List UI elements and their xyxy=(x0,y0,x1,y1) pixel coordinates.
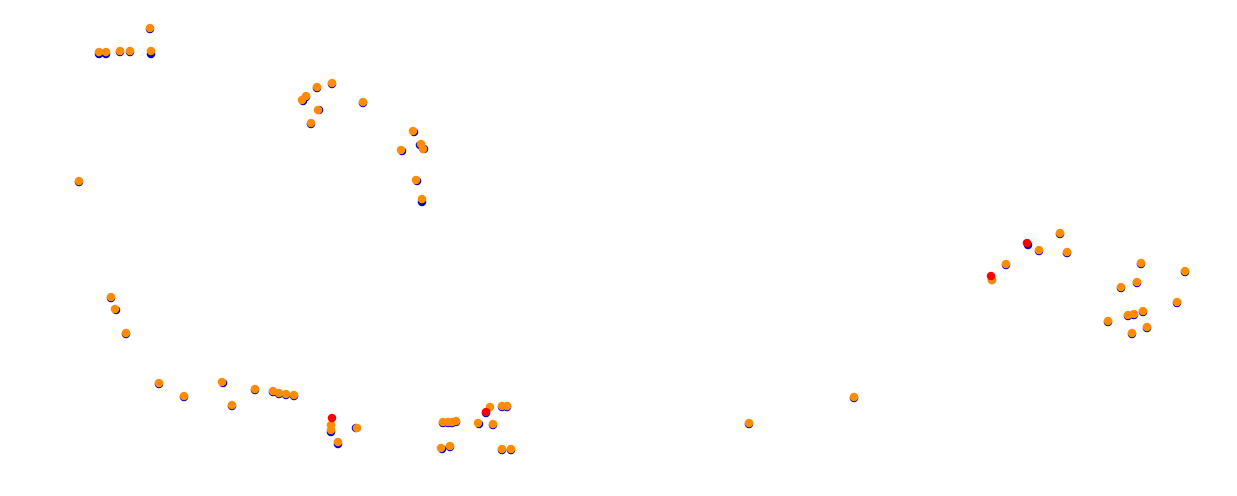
point-orange-25 xyxy=(217,377,227,387)
point-orange-61 xyxy=(1129,309,1139,319)
point-orange-10 xyxy=(327,78,337,88)
point-orange-64 xyxy=(1142,322,1152,332)
point-orange-1 xyxy=(94,47,104,57)
point-orange-12 xyxy=(306,118,316,128)
point-orange-43 xyxy=(488,419,498,429)
point-orange-13 xyxy=(358,97,368,107)
point-orange-3 xyxy=(115,46,125,56)
point-orange-19 xyxy=(417,194,427,204)
point-orange-31 xyxy=(289,390,299,400)
point-orange-2 xyxy=(101,47,111,57)
point-orange-55 xyxy=(1062,247,1072,257)
point-orange-5 xyxy=(146,46,156,56)
point-orange-39 xyxy=(451,416,461,426)
point-orange-54 xyxy=(1055,228,1065,238)
point-orange-56 xyxy=(1136,258,1146,268)
point-orange-9 xyxy=(312,82,322,92)
point-orange-40 xyxy=(436,443,446,453)
point-orange-11 xyxy=(313,105,323,115)
point-orange-52 xyxy=(1001,259,1011,269)
point-orange-57 xyxy=(1116,282,1126,292)
point-red-1 xyxy=(481,407,491,417)
point-orange-65 xyxy=(1172,297,1182,307)
point-red-2 xyxy=(1022,238,1032,248)
point-orange-34 xyxy=(333,437,343,447)
point-orange-59 xyxy=(1103,316,1113,326)
point-orange-30 xyxy=(281,389,291,399)
point-orange-53 xyxy=(1034,245,1044,255)
point-orange-41 xyxy=(445,441,455,451)
point-orange-6 xyxy=(74,176,84,186)
scatter-marks xyxy=(74,23,1190,455)
point-orange-18 xyxy=(411,175,421,185)
point-orange-14 xyxy=(408,126,418,136)
point-orange-23 xyxy=(154,378,164,388)
point-orange-49 xyxy=(744,418,754,428)
point-orange-66 xyxy=(1180,266,1190,276)
point-orange-15 xyxy=(396,145,406,155)
point-red-3 xyxy=(986,271,996,281)
point-orange-21 xyxy=(110,304,120,314)
point-orange-42 xyxy=(473,418,483,428)
point-orange-35 xyxy=(352,423,362,433)
point-orange-62 xyxy=(1138,306,1148,316)
point-orange-8 xyxy=(301,91,311,101)
point-orange-58 xyxy=(1132,277,1142,287)
point-orange-24 xyxy=(179,391,189,401)
point-orange-17 xyxy=(418,144,428,154)
point-orange-48 xyxy=(506,444,516,454)
point-orange-22 xyxy=(121,328,131,338)
point-orange-26 xyxy=(227,400,237,410)
point-orange-20 xyxy=(106,292,116,302)
point-orange-63 xyxy=(1127,328,1137,338)
point-orange-33 xyxy=(326,425,336,435)
point-orange-0 xyxy=(145,23,155,33)
point-orange-47 xyxy=(497,444,507,454)
point-orange-27 xyxy=(250,384,260,394)
point-orange-29 xyxy=(274,388,284,398)
point-red-0 xyxy=(327,413,337,423)
point-orange-50 xyxy=(849,392,859,402)
point-orange-46 xyxy=(502,401,512,411)
point-orange-4 xyxy=(125,46,135,56)
